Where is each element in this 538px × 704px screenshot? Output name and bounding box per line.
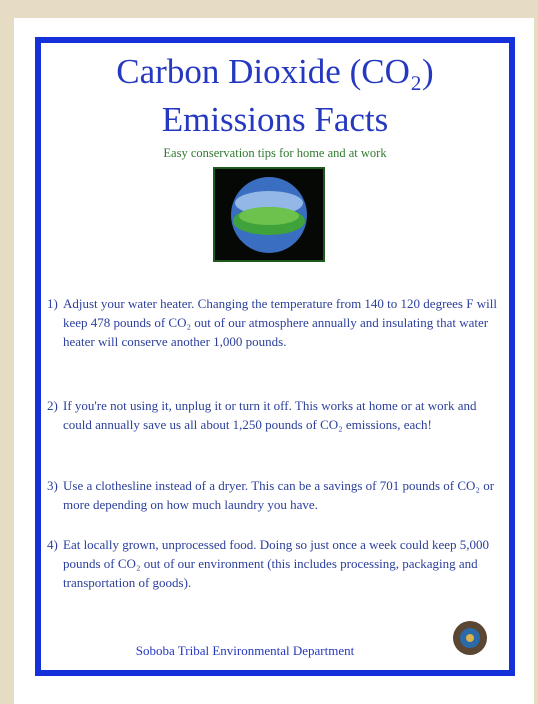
tip: 3)Use a clothesline instead of a dryer. …: [47, 476, 501, 514]
globe-image: [213, 167, 325, 262]
tip-text: Eat locally grown, unprocessed food. Doi…: [63, 535, 501, 592]
footer: Soboba Tribal Environmental Department: [100, 643, 390, 659]
tip-text: Adjust your water heater. Changing the t…: [63, 294, 501, 351]
tip-text: If you're not using it, unplug it or tur…: [63, 396, 501, 434]
tip-number: 4): [47, 535, 63, 592]
grass-top: [239, 207, 299, 225]
title-line: Carbon Dioxide (CO₂): [35, 52, 515, 92]
tip-number: 3): [47, 476, 63, 514]
title-line: Emissions Facts: [35, 100, 515, 140]
logo-dot: [466, 634, 474, 642]
page: Carbon Dioxide (CO₂) Emissions Facts Eas…: [0, 0, 538, 704]
globe-illustration: [215, 169, 323, 260]
tip: 2)If you're not using it, unplug it or t…: [47, 396, 501, 434]
tip: 1)Adjust your water heater. Changing the…: [47, 294, 501, 351]
subtitle: Easy conservation tips for home and at w…: [35, 146, 515, 161]
tip: 4)Eat locally grown, unprocessed food. D…: [47, 535, 501, 592]
tip-text: Use a clothesline instead of a dryer. Th…: [63, 476, 501, 514]
tip-number: 1): [47, 294, 63, 351]
tip-number: 2): [47, 396, 63, 434]
logo: [450, 616, 490, 660]
